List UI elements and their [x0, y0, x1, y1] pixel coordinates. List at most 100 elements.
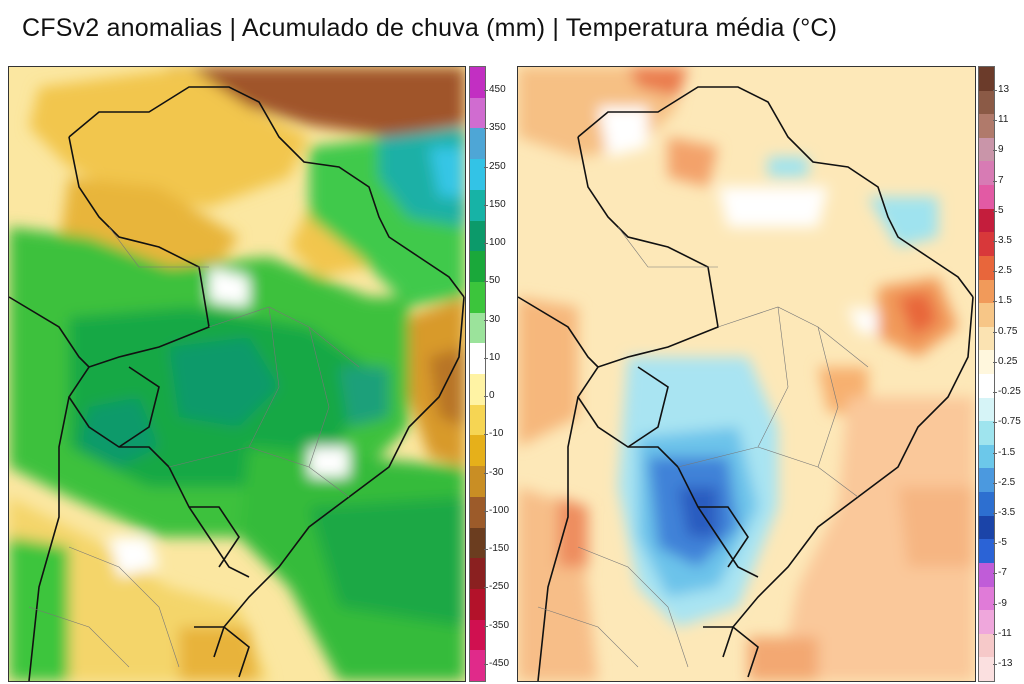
precipitation-legend-tick-label: 100 — [489, 237, 506, 249]
temperature-legend-tick — [993, 180, 997, 182]
precipitation-legend-tick — [484, 281, 488, 283]
precipitation-legend-color-segment — [470, 435, 485, 467]
precipitation-legend-color-segment — [470, 496, 485, 528]
precipitation-legend-tick-label: -100 — [489, 504, 510, 516]
precipitation-legend-color-segment — [470, 159, 485, 191]
precipitation-legend-tick-label: 0 — [489, 390, 495, 402]
temperature-legend-color-segment — [979, 374, 994, 399]
precipitation-legend-color-segment — [470, 281, 485, 314]
precipitation-legend-tick-label: -10 — [489, 428, 504, 440]
temperature-legend-color-segment — [979, 562, 994, 588]
precipitation-legend-color-segment — [470, 312, 485, 344]
temperature-anomaly-map[interactable] — [517, 66, 976, 682]
temperature-legend-tick-label: 11 — [998, 114, 1009, 126]
temperature-legend-color-segment — [979, 208, 994, 233]
precipitation-legend-color-segment — [470, 588, 485, 621]
precipitation-legend-color-segment — [470, 619, 485, 651]
precipitation-legend-color-segment — [470, 466, 485, 498]
precipitation-legend-color-segment — [470, 527, 485, 559]
temperature-legend-color-segment — [979, 232, 994, 257]
precipitation-legend-color-segment — [470, 558, 485, 590]
precipitation-legend-tick — [484, 204, 488, 206]
temperature-legend-color-segment — [979, 350, 994, 375]
precipitation-legend-tick — [484, 90, 488, 91]
temperature-legend-tick — [993, 120, 997, 122]
temperature-legend-tick-label: -1.5 — [998, 446, 1016, 458]
temperature-legend-tick-label: 3.5 — [998, 235, 1012, 247]
precipitation-legend-tick — [484, 319, 488, 321]
temperature-legend-color-segment — [979, 515, 994, 540]
precipitation-colorbar — [469, 66, 486, 682]
temperature-legend-tick — [993, 422, 997, 424]
temperature-legend-color-segment — [979, 610, 994, 635]
temperature-legend-tick-label: -2.5 — [998, 476, 1016, 488]
temperature-legend-color-segment — [979, 468, 994, 493]
precipitation-legend-tick — [484, 166, 488, 168]
temperature-legend-tick-label: -5 — [998, 537, 1007, 549]
temperature-legend-tick — [993, 603, 997, 605]
temperature-legend-tick-label: 0.75 — [998, 325, 1018, 337]
temperature-legend-color-segment — [979, 255, 994, 281]
temperature-legend-tick-label: -9 — [998, 597, 1007, 609]
precipitation-legend-tick-label: -350 — [489, 619, 510, 631]
precipitation-anomaly-map[interactable] — [8, 66, 466, 682]
temperature-legend-tick — [993, 210, 997, 212]
temperature-legend-tick-label: 13 — [998, 84, 1010, 95]
precipitation-legend-color-segment — [470, 374, 485, 406]
precipitation-legend-tick — [484, 243, 488, 245]
precipitation-legend-tick — [484, 549, 488, 551]
temperature-legend-tick — [993, 241, 997, 243]
temperature-legend-tick — [993, 664, 997, 665]
temperature-legend-tick — [993, 392, 997, 394]
temperature-legend-color-segment — [979, 161, 994, 186]
precipitation-legend-tick — [484, 128, 488, 130]
temperature-legend-color-segment — [979, 586, 994, 611]
temperature-legend-tick — [993, 331, 997, 333]
temperature-legend-tick — [993, 633, 997, 635]
temperature-legend-tick-label: -0.25 — [998, 386, 1021, 398]
precipitation-legend-tick — [484, 357, 488, 359]
precipitation-legend-tick-label: -250 — [489, 581, 510, 593]
temperature-legend-color-segment — [979, 303, 994, 328]
temperature-legend-color-segment — [979, 114, 994, 139]
temperature-legend-color-segment — [979, 492, 994, 517]
precipitation-legend-tick — [484, 625, 488, 627]
precipitation-legend-tick-label: -450 — [489, 658, 510, 669]
temperature-legend-color-segment — [979, 67, 994, 92]
precipitation-legend-tick-label: 30 — [489, 313, 501, 325]
temperature-legend-tick — [993, 271, 997, 273]
temperature-legend-color-segment — [979, 539, 994, 564]
precipitation-legend-tick-label: -30 — [489, 466, 504, 478]
temperature-legend-color-segment — [979, 397, 994, 422]
temperature-legend-tick-label: 7 — [998, 174, 1004, 186]
temperature-legend-tick-label: -13 — [998, 658, 1013, 669]
temperature-legend-color-segment — [979, 444, 994, 469]
precipitation-legend-tick-label: 50 — [489, 275, 501, 287]
page-title: CFSv2 anomalias | Acumulado de chuva (mm… — [22, 14, 838, 42]
temperature-legend-tick — [993, 90, 997, 91]
precipitation-legend-tick-label: 250 — [489, 160, 506, 172]
temperature-legend-color-segment — [979, 326, 994, 351]
temperature-legend-tick-label: -11 — [998, 627, 1012, 639]
temperature-legend-color-segment — [979, 421, 994, 446]
precipitation-legend-color-segment — [470, 220, 485, 252]
temperature-legend-color-segment — [979, 633, 994, 658]
precipitation-legend-color-segment — [470, 97, 485, 129]
temperature-legend-tick-label: 2.5 — [998, 265, 1012, 277]
temperature-legend-tick-label: 0.25 — [998, 355, 1018, 367]
temperature-legend-color-segment — [979, 657, 994, 682]
temperature-legend-color-segment — [979, 185, 994, 210]
precipitation-legend-tick — [484, 472, 488, 474]
temperature-legend-color-segment — [979, 279, 994, 304]
precipitation-legend-color-segment — [470, 650, 485, 682]
temperature-legend-tick — [993, 361, 997, 363]
temperature-legend-tick-label: 1.5 — [998, 295, 1012, 307]
precipitation-legend-color-segment — [470, 251, 485, 283]
temperature-legend-tick-label: -0.75 — [998, 416, 1021, 428]
precipitation-legend-tick-label: -150 — [489, 543, 510, 555]
precipitation-legend-color-segment — [470, 343, 485, 375]
precipitation-legend-tick — [484, 587, 488, 589]
precipitation-legend-tick-label: 350 — [489, 122, 506, 134]
precipitation-legend-color-segment — [470, 67, 485, 99]
temperature-legend-tick-label: 9 — [998, 144, 1004, 156]
